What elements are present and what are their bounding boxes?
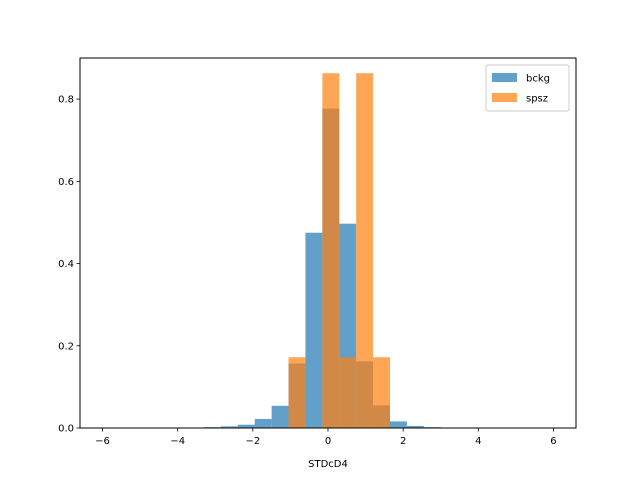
- y-tick-label: 0.0: [58, 424, 74, 435]
- y-tick-label: 0.6: [58, 177, 74, 188]
- x-tick-label: 0: [325, 436, 331, 447]
- x-tick-label: 2: [400, 436, 406, 447]
- bar-bckg-1: [220, 426, 238, 428]
- bar-spsz-10: [373, 357, 390, 428]
- bar-spsz-8: [339, 357, 357, 428]
- y-tick-label: 0.2: [58, 341, 74, 352]
- bar-bckg-3: [254, 418, 272, 428]
- bar-bckg-2: [237, 424, 255, 428]
- bar-bckg-4: [271, 405, 289, 428]
- legend: bckg spsz: [485, 64, 570, 112]
- legend-swatch-bckg: [492, 73, 517, 82]
- bar-spsz-9: [356, 73, 374, 428]
- bar-bckg-6: [305, 232, 323, 428]
- legend-label-bckg: bckg: [526, 74, 550, 85]
- x-axis-label: STDcD4: [308, 459, 348, 470]
- bar-spsz-5: [288, 357, 306, 428]
- x-tick-label: −2: [245, 436, 260, 447]
- legend-label-spsz: spsz: [526, 94, 548, 105]
- x-axis-ticks: −6 −4 −2 0 2 4 6: [95, 428, 557, 447]
- bar-bckg-11: [390, 421, 407, 428]
- bar-bckg-12: [406, 425, 424, 428]
- y-tick-label: 0.8: [58, 95, 74, 106]
- y-axis-ticks: 0.0 0.2 0.4 0.6 0.8: [58, 95, 80, 435]
- histogram-bars: [204, 73, 441, 429]
- x-tick-label: 4: [475, 436, 481, 447]
- x-tick-label: 6: [550, 436, 556, 447]
- bar-spsz-7: [322, 73, 340, 428]
- x-tick-label: −4: [170, 436, 185, 447]
- legend-swatch-spsz: [492, 93, 517, 102]
- x-tick-label: −6: [95, 436, 110, 447]
- y-tick-label: 0.4: [58, 259, 74, 270]
